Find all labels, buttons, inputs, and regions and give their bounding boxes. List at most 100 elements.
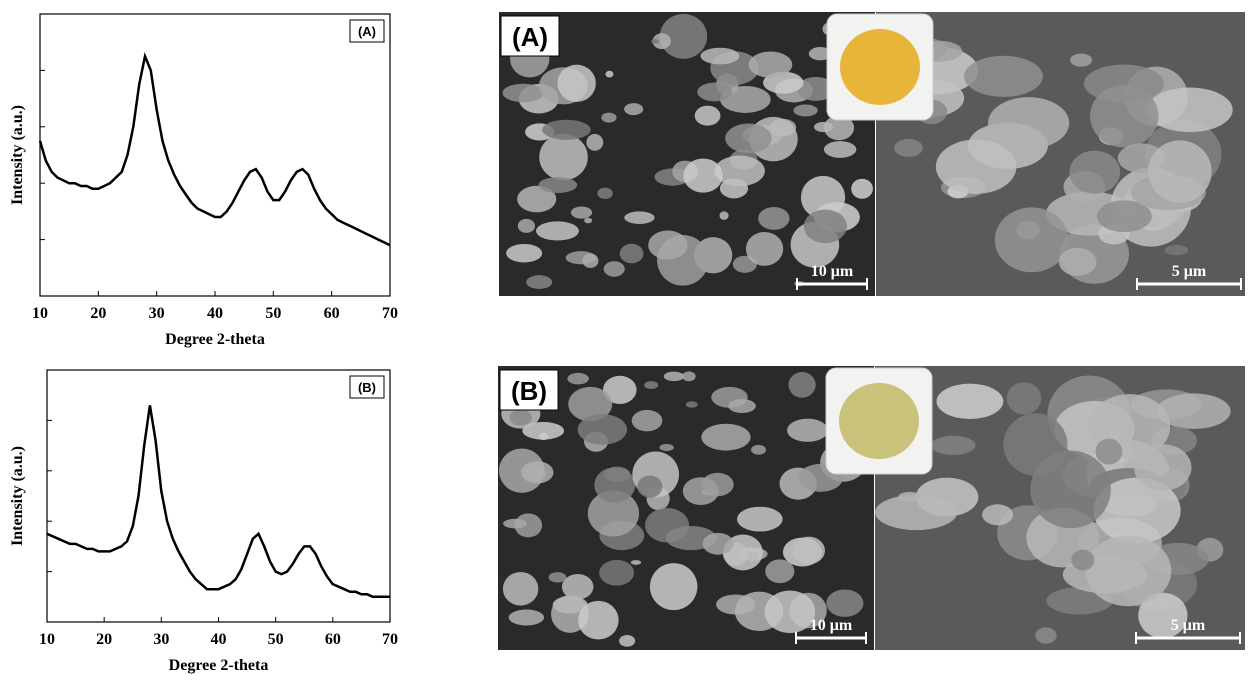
particle bbox=[982, 504, 1013, 525]
particle bbox=[631, 560, 641, 565]
particle bbox=[659, 444, 673, 451]
annotation: (B) bbox=[358, 380, 376, 395]
particle bbox=[509, 609, 544, 625]
particle bbox=[601, 113, 616, 123]
particle bbox=[695, 106, 721, 126]
x-axis-label: Degree 2-theta bbox=[165, 331, 265, 348]
particle bbox=[648, 231, 687, 260]
particle bbox=[826, 589, 863, 616]
sem-panel: (A) 10 μm 5 μm bbox=[499, 12, 1245, 296]
particle bbox=[542, 120, 591, 140]
particle bbox=[804, 209, 847, 243]
particle bbox=[651, 39, 659, 43]
particle bbox=[1071, 550, 1094, 571]
particle bbox=[536, 221, 579, 240]
particle bbox=[1030, 451, 1110, 529]
particle bbox=[578, 601, 619, 640]
x-tick-label: 60 bbox=[324, 305, 340, 322]
x-tick-label: 20 bbox=[90, 305, 106, 322]
particle bbox=[644, 381, 658, 389]
particle bbox=[1007, 382, 1041, 414]
particle bbox=[894, 139, 923, 157]
particle bbox=[1069, 151, 1120, 194]
particle bbox=[637, 476, 662, 498]
particle bbox=[604, 467, 630, 482]
particle bbox=[686, 401, 698, 407]
particle bbox=[701, 424, 750, 451]
particle bbox=[898, 492, 920, 502]
scale-label: 5 μm bbox=[1171, 617, 1206, 634]
particle bbox=[749, 52, 793, 78]
particle bbox=[728, 399, 756, 413]
particle bbox=[509, 410, 531, 426]
x-tick-label: 40 bbox=[207, 305, 223, 322]
page: 10 20 30 40 50 60 70 Degree 2-theta Intensity (a… bbox=[0, 0, 1251, 695]
particle bbox=[624, 211, 654, 224]
particle bbox=[599, 560, 634, 586]
particle bbox=[538, 177, 577, 193]
particle bbox=[503, 84, 544, 102]
particle bbox=[1085, 536, 1171, 607]
particle bbox=[1035, 627, 1056, 643]
particle bbox=[597, 188, 613, 199]
particle bbox=[824, 141, 857, 158]
particle bbox=[1147, 88, 1233, 133]
particle bbox=[937, 384, 1004, 419]
scale-label: 5 μm bbox=[1172, 263, 1207, 280]
x-tick-label: 10 bbox=[39, 631, 55, 648]
particle bbox=[787, 419, 828, 442]
particle bbox=[1014, 137, 1040, 149]
data-line bbox=[40, 56, 390, 245]
particle bbox=[567, 373, 589, 384]
particle bbox=[814, 122, 833, 132]
particle bbox=[793, 104, 817, 116]
y-axis-label: Intensity (a.u.) bbox=[9, 105, 26, 205]
particle bbox=[697, 83, 732, 102]
x-tick-label: 70 bbox=[382, 631, 398, 648]
particle bbox=[703, 533, 734, 555]
x-tick-label: 70 bbox=[382, 305, 398, 322]
particle bbox=[503, 519, 527, 529]
particle bbox=[1148, 140, 1212, 202]
particle bbox=[931, 436, 976, 455]
particle bbox=[789, 372, 816, 398]
particle bbox=[664, 372, 684, 382]
particle bbox=[746, 232, 783, 266]
particle bbox=[518, 219, 535, 233]
particle bbox=[650, 563, 698, 610]
scale-label: 10 μm bbox=[810, 617, 853, 634]
particle bbox=[619, 635, 635, 647]
scale-label: 10 μm bbox=[811, 263, 854, 280]
particle bbox=[605, 71, 613, 78]
particle bbox=[1070, 54, 1092, 67]
annotation-box: (A) bbox=[350, 20, 384, 42]
panel-label: (A) bbox=[512, 22, 548, 52]
particle bbox=[584, 218, 592, 224]
particle bbox=[737, 507, 783, 532]
x-axis-label: Degree 2-theta bbox=[169, 657, 269, 674]
particle bbox=[624, 103, 643, 115]
particle bbox=[539, 134, 588, 180]
panel-label: (B) bbox=[511, 376, 547, 406]
particle bbox=[751, 445, 766, 455]
particle bbox=[792, 537, 825, 565]
x-tick-label: 50 bbox=[268, 631, 284, 648]
x-tick-label: 30 bbox=[149, 305, 165, 322]
plot-frame bbox=[40, 14, 390, 296]
particle bbox=[521, 461, 553, 483]
particle bbox=[503, 572, 538, 606]
particle bbox=[964, 56, 1043, 97]
x-tick-label: 20 bbox=[96, 631, 112, 648]
y-axis-label: Intensity (a.u.) bbox=[9, 446, 26, 546]
particle bbox=[725, 124, 771, 154]
particle bbox=[632, 410, 663, 431]
particle bbox=[526, 275, 552, 289]
inset-powder bbox=[839, 383, 919, 459]
particle bbox=[1090, 85, 1158, 148]
particle bbox=[578, 414, 627, 445]
particle bbox=[582, 254, 598, 269]
particle bbox=[702, 473, 734, 496]
particle bbox=[700, 48, 739, 65]
particle bbox=[682, 371, 696, 381]
particle bbox=[715, 156, 765, 187]
